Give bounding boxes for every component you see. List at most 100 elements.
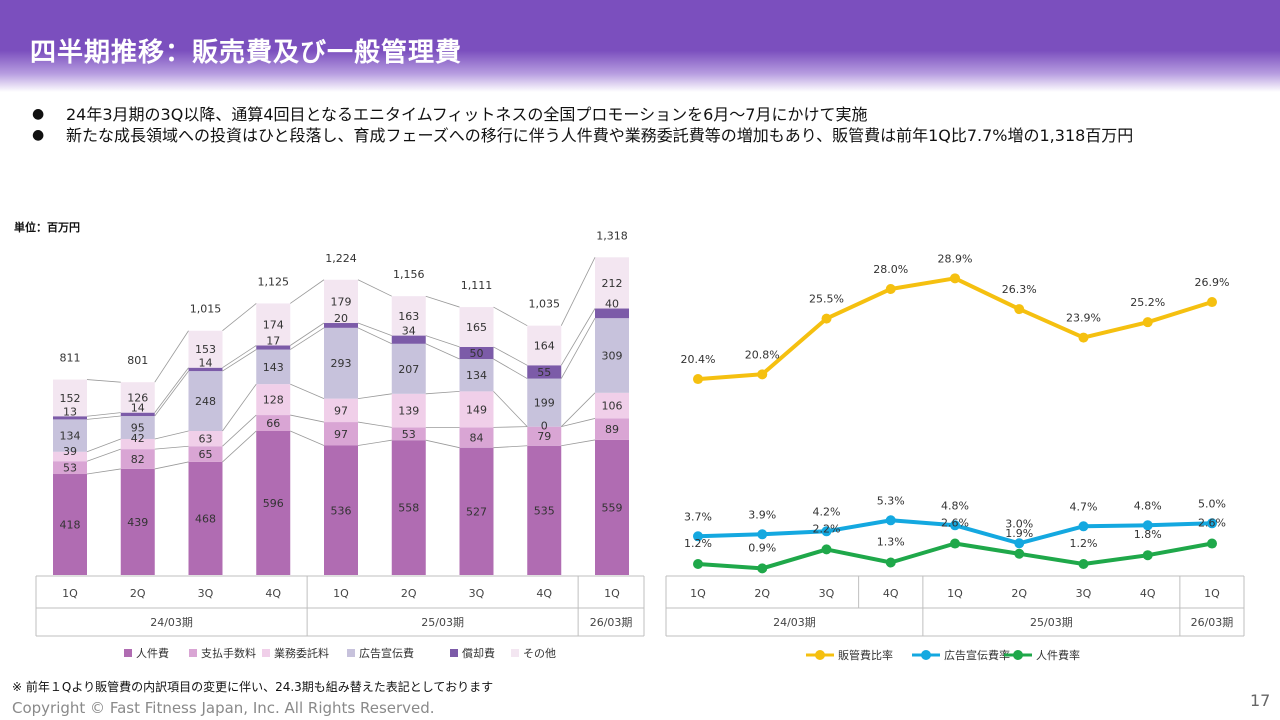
bar-connector-line: [86, 379, 121, 383]
bar-segment: [459, 427, 494, 448]
bar-connector-line: [290, 430, 325, 446]
line-value-label: 20.4%: [681, 353, 716, 366]
line-point: [1078, 558, 1089, 569]
bar-segment: [595, 392, 629, 419]
bar-value-label: 212: [602, 277, 623, 290]
bar-segment: [256, 431, 291, 575]
line-value-label: 23.9%: [1066, 312, 1101, 325]
bar-connector-line: [222, 349, 257, 372]
bar-connector-line: [154, 445, 189, 450]
bar-value-label: 79: [537, 430, 551, 443]
bar-segment: [188, 371, 223, 432]
bar-segment: [256, 349, 291, 385]
bar-connector-line: [222, 414, 257, 447]
bar-value-label: 66: [266, 417, 280, 430]
line-point: [1014, 538, 1025, 549]
bar-segment: [256, 345, 291, 350]
bar-segment: [324, 445, 358, 575]
legend-label: 広告宣伝費: [359, 646, 414, 660]
legend-label: 業務委託料: [274, 646, 329, 660]
legend-marker: [815, 650, 825, 660]
bar-segment: [120, 412, 155, 417]
legend-swatch: [511, 649, 519, 657]
bar-connector-line: [357, 322, 392, 336]
x-tick-label: 2Q: [401, 587, 417, 600]
line-value-label: 3.0%: [1005, 517, 1033, 530]
bar-value-label: 596: [263, 497, 284, 510]
bar-segment: [120, 382, 155, 413]
line-point: [757, 563, 768, 574]
x-tick-label: 2Q: [1011, 587, 1027, 600]
x-tick-label: 3Q: [1076, 587, 1092, 600]
bar-connector-line: [493, 445, 528, 449]
bar-connector-line: [290, 414, 325, 423]
bar-value-label: 106: [602, 400, 623, 413]
line-value-label: 2.6%: [1198, 517, 1226, 530]
legend-marker: [1013, 650, 1023, 660]
bullet-item: ● 24年3月期の3Q以降、通算4回目となるエニタイムフィットネスの全国プロモー…: [32, 104, 1262, 125]
line-value-label: 1.9%: [1005, 527, 1033, 540]
bar-segment: [595, 318, 629, 393]
line-value-label: 2.2%: [813, 522, 841, 535]
bar-segment: [324, 323, 358, 328]
bar-connector-line: [86, 448, 121, 462]
period-label: 24/03期: [150, 616, 193, 629]
bullet-dot-icon: ●: [32, 106, 45, 122]
x-tick-label: 2Q: [754, 587, 770, 600]
bar-connector-line: [154, 461, 189, 470]
x-tick-label: 4Q: [883, 587, 899, 600]
bar-connector-line: [357, 439, 392, 446]
line-point: [885, 515, 896, 526]
x-tick-label: 3Q: [469, 587, 485, 600]
legend-label: 支払手数料: [201, 646, 256, 660]
legend-label: 広告宣伝費率: [944, 648, 1010, 662]
bar-connector-line: [154, 370, 189, 417]
x-tick-label: 1Q: [690, 587, 706, 600]
bullet-list: ● 24年3月期の3Q以降、通算4回目となるエニタイムフィットネスの全国プロモー…: [32, 104, 1262, 146]
bar-value-label: 17: [266, 334, 280, 347]
header-banner: 四半期推移：販売費及び一般管理費: [0, 0, 1280, 92]
line-value-label: 3.7%: [684, 510, 712, 523]
bar-value-label: 128: [263, 394, 284, 407]
bar-value-label: 309: [602, 350, 623, 363]
x-tick-label: 1Q: [1204, 587, 1220, 600]
line-point: [757, 529, 768, 540]
bar-connector-line: [561, 439, 596, 447]
legend-swatch: [450, 649, 458, 657]
bar-total-label: 1,035: [529, 298, 561, 311]
period-label: 25/03期: [421, 616, 464, 629]
bar-segment: [188, 330, 223, 368]
line-value-label: 4.2%: [813, 505, 841, 518]
bar-segment: [53, 419, 87, 452]
line-value-label: 1.2%: [684, 537, 712, 550]
bar-connector-line: [357, 327, 392, 345]
bar-segment: [527, 378, 562, 427]
bar-connector-line: [290, 322, 325, 346]
bar-segment: [120, 449, 155, 469]
bar-connector-line: [493, 358, 528, 379]
bar-segment: [324, 398, 358, 423]
bar-connector-line: [357, 279, 392, 297]
bar-value-label: 14: [199, 357, 213, 370]
bar-segment: [391, 296, 426, 336]
legend-label: その他: [523, 647, 556, 660]
x-tick-label: 4Q: [265, 587, 281, 600]
bar-segment: [391, 427, 426, 441]
bar-segment: [188, 431, 223, 447]
bar-segment: [391, 440, 426, 575]
bar-segment: [120, 468, 155, 575]
bar-connector-line: [290, 327, 325, 350]
line-point: [821, 526, 832, 537]
bar-connector-line: [86, 415, 121, 420]
bar-value-label: 63: [199, 433, 213, 446]
line-value-label: 20.8%: [745, 348, 780, 361]
bar-total-label: 1,318: [596, 229, 628, 242]
bar-connector-line: [290, 279, 325, 304]
line-value-label: 25.2%: [1130, 296, 1165, 309]
line-point: [757, 369, 768, 380]
bar-value-label: 179: [331, 295, 352, 308]
legend-label: 人件費: [136, 646, 169, 660]
bar-segment: [120, 438, 155, 450]
bar-value-label: 152: [60, 392, 81, 405]
bar-value-label: 153: [195, 343, 216, 356]
